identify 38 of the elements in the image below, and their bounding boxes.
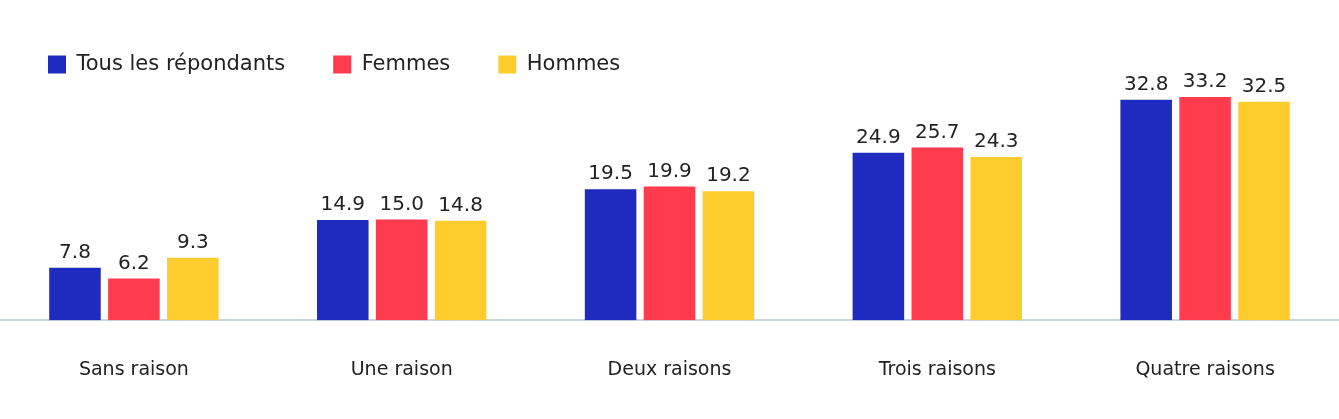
data-label: 19.9 — [647, 157, 692, 182]
data-label: 24.9 — [856, 124, 901, 149]
bar — [911, 147, 964, 321]
data-label: 7.8 — [59, 238, 91, 263]
x-tick-label: Sans raison — [78, 356, 189, 379]
bar — [584, 189, 637, 321]
bar — [1238, 101, 1290, 321]
x-tick-label: Quatre raisons — [1135, 356, 1275, 379]
legend-label: Tous les répondants — [75, 50, 286, 75]
data-label: 24.3 — [973, 128, 1019, 153]
data-label: 25.7 — [915, 118, 960, 143]
data-label: 14.8 — [438, 191, 483, 216]
bar — [49, 267, 101, 321]
data-label: 33.2 — [1182, 68, 1228, 93]
data-label: 19.5 — [588, 160, 633, 185]
bar — [1120, 99, 1172, 321]
bar — [108, 278, 160, 321]
data-label: 32.5 — [1241, 73, 1287, 97]
bar — [317, 220, 369, 321]
bar — [970, 156, 1022, 321]
data-label: 19.2 — [706, 162, 751, 187]
bar — [434, 220, 487, 321]
bar — [852, 152, 905, 321]
bar — [167, 257, 219, 321]
x-tick-label: Deux raisons — [607, 356, 732, 379]
data-label: 9.3 — [176, 228, 209, 253]
data-label: 15.0 — [379, 190, 424, 215]
bar — [643, 186, 696, 321]
bar — [375, 219, 428, 321]
data-label: 32.8 — [1123, 70, 1169, 95]
legend-label: Hommes — [526, 50, 621, 75]
bar — [1179, 97, 1231, 321]
x-tick-label: Trois raisons — [877, 356, 996, 379]
x-tick-label: Une raison — [350, 356, 453, 379]
data-label: 6.2 — [117, 249, 150, 274]
data-label: 14.9 — [320, 191, 366, 216]
legend-label: Femmes — [361, 50, 451, 75]
bar — [702, 191, 755, 321]
